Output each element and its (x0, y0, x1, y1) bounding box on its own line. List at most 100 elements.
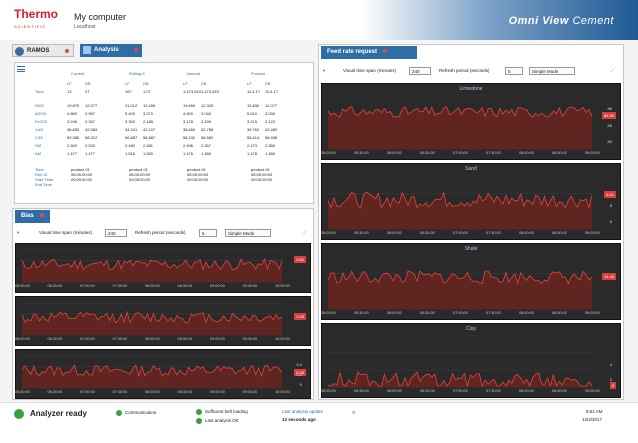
table-cell: 42.107 (143, 127, 156, 132)
sub-header: LF (67, 81, 72, 86)
thermo-logo: Thermo SCIENTIFIC (14, 8, 58, 32)
x-tick-label: 10:00:00 (275, 284, 290, 288)
tab-feed-rate[interactable]: Feed rate request (321, 46, 417, 59)
close-icon[interactable] (134, 48, 138, 52)
x-tick-label: 05:30:00 (354, 151, 369, 155)
x-tick-label: 07:00:00 (453, 389, 468, 393)
current-value-badge: 11.48 (602, 273, 616, 281)
table-cell: 56.887 (125, 135, 138, 140)
row-label: SiO2 (35, 103, 44, 108)
span-unit: (minutes) (377, 68, 396, 73)
x-tick-label: 10:00:00 (275, 390, 290, 394)
x-tick-label: 07:00:00 (80, 284, 95, 288)
close-icon[interactable] (383, 49, 388, 54)
y-tick-label: 2 (609, 377, 612, 383)
x-tick-label: 09:00:00 (210, 284, 225, 288)
pin-icon[interactable]: ⟋ (303, 230, 307, 235)
mode-select[interactable]: Simple Mode (225, 229, 271, 237)
x-tick-label: 06:30:00 (420, 151, 435, 155)
refresh-label-text: Refresh period (439, 68, 469, 73)
x-tick-label: 07:30:00 (112, 390, 128, 394)
sub-header: LF (247, 81, 252, 86)
refresh-input[interactable]: 5 (199, 229, 217, 237)
x-tick-label: 06:30:00 (420, 389, 435, 393)
refresh-icon[interactable]: ⟳ (352, 410, 356, 415)
tab-bias-label: Bias (21, 213, 34, 219)
header: Thermo SCIENTIFIC My computer Localhost … (0, 0, 638, 40)
footer-label: Start Time (35, 177, 54, 182)
time-value: 1,473,943 (201, 89, 219, 94)
feed-rate-panel: Feed rate request ▾ Visual time span (mi… (318, 44, 624, 400)
x-tick-label: 05:00:00 (321, 311, 336, 315)
footer-label: End Time (35, 182, 52, 187)
x-tick-label: 07:30:00 (486, 231, 501, 235)
tab-bias[interactable]: Bias (15, 210, 50, 223)
table-cell: 58.242 (183, 135, 196, 140)
table-cell: 2.380 (265, 143, 276, 148)
table-cell: 3.270 (143, 111, 154, 116)
series-line (327, 191, 593, 209)
analyzer-status: Analyzer ready (30, 409, 87, 418)
tab-analysis[interactable]: Analysis (80, 44, 142, 57)
table-cell: 1.477 (67, 151, 78, 156)
series-area (328, 106, 592, 149)
x-tick-label: 07:30:00 (486, 151, 501, 155)
x-tick-label: 07:30:00 (486, 311, 501, 315)
feed-chart-clay: Clay 0 4 2 05:00:00 05:30:00 06:00:00 06:30:00 0… (321, 323, 621, 398)
table-cell: 36.850 (67, 127, 80, 132)
tab-ramos[interactable]: RAMOS (12, 44, 74, 57)
x-tick-label: 07:00:00 (80, 390, 95, 394)
pin-icon[interactable]: ⟋ (611, 68, 615, 73)
span-input[interactable]: 240 (105, 229, 127, 237)
host-name: Localhost (74, 24, 96, 30)
close-icon[interactable] (39, 213, 44, 218)
menu-icon[interactable] (17, 66, 25, 72)
x-tick-label: 05:30:00 (354, 311, 369, 315)
series-line (21, 310, 283, 324)
tab-feed-rate-label: Feed rate request (327, 49, 378, 55)
table-cell: 3.219 (247, 119, 258, 124)
close-icon[interactable] (65, 49, 69, 53)
chevron-down-icon[interactable]: ▾ (323, 68, 326, 73)
x-tick-label: 09:30:00 (242, 390, 258, 394)
table-cell: 2.267 (85, 119, 96, 124)
sub-header: DB (143, 81, 149, 86)
table-cell: 1.516 (125, 151, 136, 156)
x-tick-label: 06:30:00 (47, 390, 63, 394)
current-value-badge: 0 (609, 381, 616, 389)
series-area (22, 365, 282, 388)
table-cell: 21.012 (125, 103, 138, 108)
refresh-input[interactable]: 5 (505, 67, 523, 75)
footer-label: Time (35, 167, 44, 172)
table-cell: 36.650 (183, 127, 196, 132)
update-value: 13 seconds ago (282, 417, 316, 422)
feed-chart-limestone: Limestone 84.55 86 85 80 05:00:00 05:30:00 06:0… (321, 83, 621, 160)
last-analysis-icon (196, 418, 202, 424)
x-tick-label: 08:30:00 (552, 231, 567, 235)
series-line (327, 270, 593, 285)
x-tick-label: 10:00:00 (275, 337, 290, 341)
series-line (21, 364, 283, 378)
current-value-badge: 0.28 (294, 368, 306, 376)
sub-header: LF (183, 81, 188, 86)
table-cell: 5.010 (247, 111, 258, 116)
refresh-label: Refresh period (seconds) (439, 68, 490, 73)
x-tick-label: 09:30:00 (242, 337, 258, 341)
mode-select[interactable]: Simple Mode (529, 67, 575, 75)
series-area (328, 270, 592, 309)
chart-title: Clay (465, 326, 476, 332)
x-tick-label: 07:00:00 (80, 337, 95, 341)
refresh-label: Refresh period (seconds) (135, 230, 186, 235)
footer-value: product 01 (251, 167, 270, 172)
table-cell: 2.123 (265, 119, 276, 124)
footer-value: 08:05:00:00 (187, 172, 209, 177)
column-group-header: Product (251, 71, 265, 76)
span-input[interactable]: 240 (409, 67, 431, 75)
bias-chart-3: 0.28 0.4 0.2 0 06:00:00 06:30:00 07:00:00 07:30… (15, 349, 311, 399)
span-unit: (minutes) (73, 230, 92, 235)
chevron-down-icon[interactable]: ▾ (17, 230, 20, 235)
time-value: 11:4.17 (247, 89, 261, 94)
table-cell: 19.870 (67, 103, 80, 108)
table-cell: 58.312 (85, 135, 98, 140)
x-tick-label: 06:00:00 (387, 151, 402, 155)
